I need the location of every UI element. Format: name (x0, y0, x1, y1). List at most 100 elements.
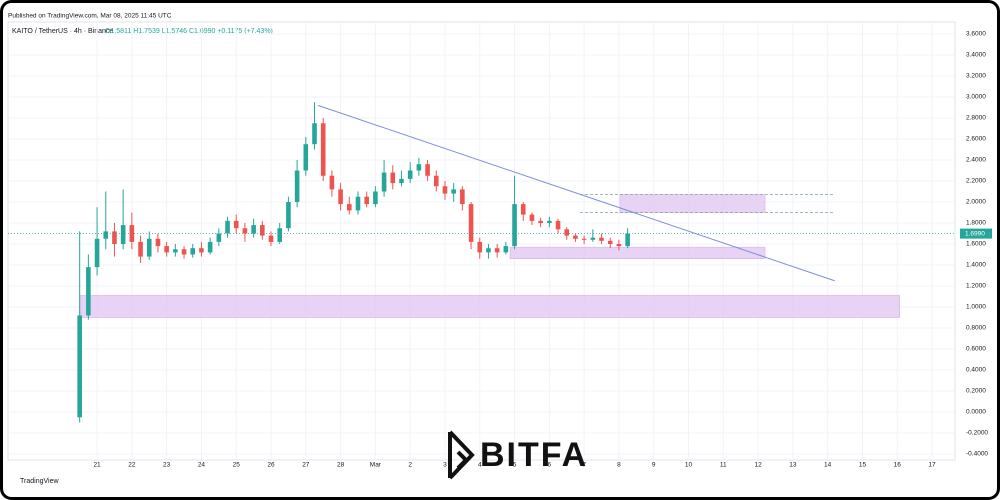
x-tick-label: 27 (302, 462, 310, 469)
x-tick-label: 16 (894, 462, 902, 469)
last-price-label: 1.6990 (965, 230, 985, 237)
candle-body (477, 241, 483, 253)
zone (619, 194, 766, 213)
y-tick-label: 0.8000 (966, 325, 986, 332)
x-tick-label: 6 (548, 462, 552, 469)
x-tick-label: 24 (198, 462, 206, 469)
x-tick-label: 28 (337, 462, 345, 469)
candle-body (381, 172, 387, 192)
y-tick-label: -0.2000 (966, 430, 988, 437)
candle-body (164, 246, 169, 253)
x-tick-label: 7 (582, 462, 586, 469)
last-price-box (960, 228, 992, 239)
y-tick-label: 1.4000 (966, 262, 986, 269)
published: Published on TradingView.com, Mar 08, 20… (8, 13, 172, 20)
candle-body (155, 238, 161, 247)
y-tick-label: 1.6000 (966, 241, 986, 248)
x-tick-label: 21 (93, 462, 101, 469)
candle-body (86, 267, 91, 316)
candle-body (346, 204, 352, 211)
candle-body (616, 243, 622, 247)
candle-body (486, 248, 491, 253)
candle-body (112, 231, 117, 244)
candle-body (303, 144, 309, 171)
y-tick-label: 3.2000 (966, 73, 986, 80)
x-tick-label: 2 (408, 462, 412, 469)
candle-body (320, 123, 326, 176)
candle-body (190, 248, 196, 255)
y-tick-label: 3.6000 (966, 31, 986, 38)
candle-body (512, 204, 517, 247)
y-tick-label: 2.0000 (966, 199, 986, 206)
candle-body (77, 315, 82, 418)
candle-body (399, 178, 404, 184)
candle-body (207, 241, 213, 253)
candle-body (146, 238, 152, 257)
footer-logo: TradingView (20, 478, 59, 485)
candle-body (547, 220, 552, 223)
candle-body (181, 249, 187, 255)
candle-body (468, 204, 474, 242)
candle-body (364, 196, 369, 205)
y-tick-label: 0.6000 (966, 346, 986, 353)
candle-body (503, 246, 509, 253)
zone (509, 246, 766, 259)
x-tick-label: 23 (163, 462, 171, 469)
candle-body (268, 235, 274, 242)
candle-body (286, 201, 291, 229)
candle-body (338, 189, 343, 205)
candle-body (581, 238, 587, 240)
y-tick-label: 1.0000 (966, 304, 986, 311)
candle-body (590, 237, 596, 240)
candle-body (294, 170, 300, 202)
candle-body (233, 220, 239, 229)
candle-body (242, 228, 248, 234)
candle-body (173, 249, 178, 253)
candle-body (103, 231, 109, 239)
x-tick-label: 3 (443, 462, 447, 469)
candle-body (538, 220, 543, 223)
x-tick-label: 13 (789, 462, 797, 469)
x-tick-label: 4 (478, 462, 482, 469)
x-tick-label: 25 (233, 462, 241, 469)
y-tick-label: 0.0000 (966, 409, 986, 416)
y-tick-label: 3.4000 (966, 52, 986, 59)
ohlc-text: O1.5811 H1.7539 L1.5746 C1.6990 +0.1175 … (105, 28, 273, 35)
x-tick-label: 8 (617, 462, 621, 469)
candle-body (373, 191, 378, 205)
x-tick-label: 9 (652, 462, 656, 469)
candle-body (94, 238, 100, 268)
chart-title: KAITO / TetherUS · 4h · Binance (12, 28, 113, 35)
x-tick-label: Mar (370, 462, 382, 469)
x-tick-label: 10 (685, 462, 693, 469)
y-tick-label: 2.8000 (966, 115, 986, 122)
candle-body (390, 172, 396, 184)
candle-body (599, 237, 604, 241)
candle-body (433, 175, 439, 187)
x-tick-label: 11 (720, 462, 727, 469)
candle-body (138, 241, 143, 257)
candle-body (607, 240, 613, 244)
y-tick-label: -0.4000 (966, 451, 988, 458)
candle-body (529, 214, 535, 221)
candle-body (120, 225, 126, 244)
plot (8, 22, 955, 460)
watermark-logo (448, 430, 475, 480)
candle-body (442, 186, 448, 194)
candle-body (312, 123, 317, 145)
x-tick-label: 15 (859, 462, 867, 469)
zone (79, 295, 900, 318)
candle-body (520, 204, 526, 215)
candle-body (555, 220, 561, 230)
candle-body (260, 225, 265, 236)
candle-body (451, 189, 456, 194)
x-tick-label: 22 (128, 462, 136, 469)
y-tick-label: 2.4000 (966, 157, 986, 164)
x-tick-label: 12 (754, 462, 762, 469)
watermark: BITFA (480, 436, 588, 474)
x-tick-label: 14 (824, 462, 832, 469)
candle-body (416, 164, 422, 171)
y-tick-label: 0.4000 (966, 367, 986, 374)
